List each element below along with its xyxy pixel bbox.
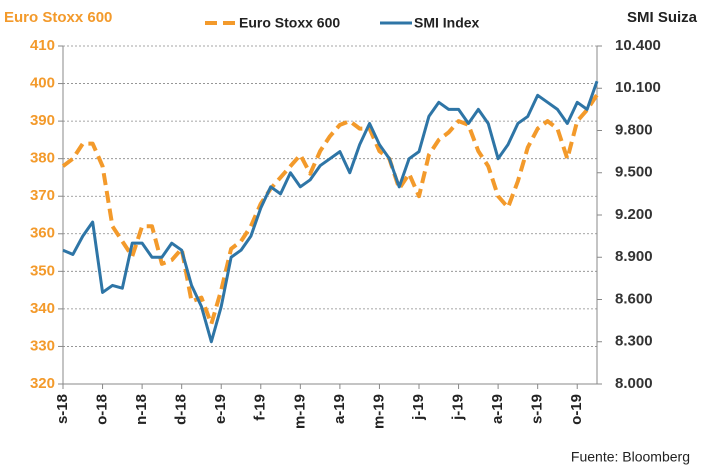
y-tick-label: 330 [30, 337, 55, 354]
y-tick-label: 370 [30, 187, 55, 204]
source: Fuente: Bloomberg [571, 449, 690, 465]
x-tick-label: a-19 [331, 394, 348, 424]
legend-label: SMI Index [414, 15, 480, 31]
y-tick-label: 360 [30, 225, 55, 242]
x-tick-label: m-19 [370, 394, 387, 429]
y2-tick-label: 10.400 [615, 37, 661, 54]
y2-tick-label: 9.500 [615, 164, 653, 181]
x-tick-label: a-19 [489, 394, 506, 424]
y2-tick-label: 8.300 [615, 333, 653, 350]
y2-tick-label: 8.900 [615, 248, 653, 265]
y-tick-label: 390 [30, 112, 55, 129]
y2-tick-label: 9.200 [615, 206, 653, 223]
y-tick-label: 380 [30, 150, 55, 167]
y2-tick-label: 8.000 [615, 375, 653, 392]
series-line [62, 80, 599, 344]
x-tick-label: d-18 [173, 394, 190, 425]
x-tick-label: n-18 [133, 394, 150, 425]
y-tick-label: 400 [30, 75, 55, 92]
y-tick-label: 340 [30, 300, 55, 317]
legend-label: Euro Stoxx 600 [239, 15, 340, 31]
x-tick-label: e-19 [212, 394, 229, 424]
x-tick-label: f-19 [252, 394, 269, 421]
x-tick-label: o-19 [568, 394, 585, 425]
x-tick-label: j-19 [410, 394, 427, 421]
x-tick-label: s-19 [529, 394, 546, 424]
x-tick-label: o-18 [94, 394, 111, 425]
y2-axis-title: SMI Suiza [627, 9, 698, 26]
series-line [61, 93, 599, 326]
x-tick-label: s-18 [54, 394, 71, 424]
y-tick-label: 350 [30, 262, 55, 279]
y-axis-title: Euro Stoxx 600 [4, 9, 112, 26]
y-tick-label: 410 [30, 37, 55, 54]
y2-tick-label: 10.100 [615, 79, 661, 96]
y-tick-label: 320 [30, 375, 55, 392]
y2-tick-label: 8.600 [615, 290, 653, 307]
x-tick-label: m-19 [291, 394, 308, 429]
x-tick-label: j-19 [450, 394, 467, 421]
y2-tick-label: 9.800 [615, 121, 653, 138]
